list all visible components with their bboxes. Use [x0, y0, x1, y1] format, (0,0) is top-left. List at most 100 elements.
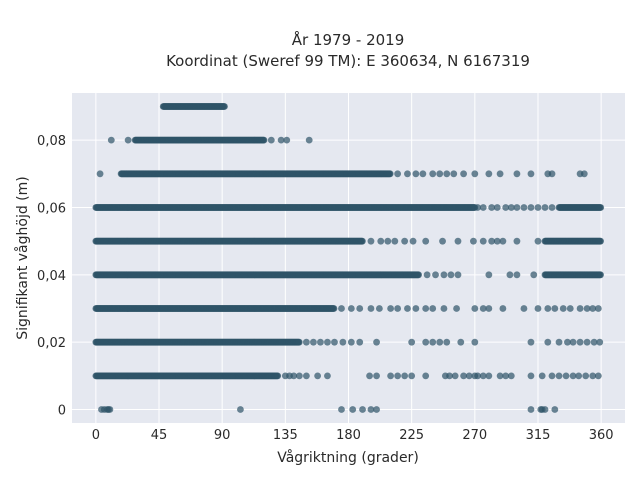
data-point: [569, 372, 577, 380]
x-tick-label: 225: [399, 428, 424, 443]
data-point: [576, 305, 584, 312]
data-point: [310, 338, 317, 346]
data-point: [237, 406, 244, 413]
data-point: [366, 372, 373, 380]
y-tick-label: 0,04: [37, 269, 66, 284]
data-point: [446, 372, 453, 380]
data-point: [419, 170, 427, 178]
chart-subtitle: Koordinat (Sweref 99 TM): E 360634, N 61…: [166, 52, 530, 70]
data-point: [507, 372, 515, 380]
data-point: [471, 338, 479, 346]
data-point: [513, 170, 521, 178]
chart-title: År 1979 - 2019: [292, 30, 405, 49]
data-point: [559, 305, 567, 312]
x-axis-ticks: 0 45 90 135 180 225 270 315 360: [92, 428, 614, 443]
y-tick-label: 0,06: [37, 201, 66, 216]
data-point: [597, 237, 604, 245]
data-point: [373, 372, 380, 380]
data-point: [356, 305, 364, 312]
data-point: [496, 372, 504, 380]
data-point: [582, 372, 590, 380]
data-point: [267, 136, 275, 144]
data-point: [527, 406, 535, 413]
x-tick-label: 360: [589, 428, 614, 443]
data-point: [548, 372, 556, 380]
x-tick-label: 0: [92, 428, 100, 443]
data-point: [474, 204, 482, 211]
data-point: [596, 338, 604, 346]
data-point: [580, 170, 588, 178]
data-point: [221, 103, 228, 110]
data-point: [527, 170, 535, 178]
data-point: [443, 338, 451, 346]
data-point: [339, 338, 347, 346]
data-point: [575, 372, 583, 380]
data-point: [513, 237, 521, 245]
data-point: [324, 338, 331, 346]
data-point: [260, 136, 268, 144]
data-point: [460, 372, 467, 380]
data-point: [454, 237, 462, 245]
data-point: [538, 372, 546, 380]
data-point: [422, 338, 430, 346]
data-point: [493, 204, 501, 211]
data-point: [506, 271, 514, 279]
data-point: [107, 136, 115, 144]
data-point: [548, 204, 556, 211]
data-point: [432, 271, 439, 279]
data-point: [373, 338, 380, 346]
data-point: [499, 305, 507, 312]
data-point: [551, 305, 559, 312]
data-point: [541, 204, 549, 211]
data-point: [583, 305, 591, 312]
data-point: [597, 204, 605, 211]
data-point: [485, 170, 493, 178]
data-point: [394, 305, 402, 312]
data-point: [493, 237, 501, 245]
data-point: [290, 372, 298, 380]
data-point: [429, 170, 437, 178]
data-point: [562, 372, 570, 380]
data-point: [387, 372, 395, 380]
data-point: [317, 338, 324, 346]
data-point: [470, 237, 477, 245]
data-point: [443, 170, 451, 178]
data-point: [488, 204, 496, 211]
data-point: [544, 305, 552, 312]
data-point: [124, 136, 132, 144]
data-point: [465, 372, 473, 380]
data-point: [527, 204, 535, 211]
data-point: [499, 237, 507, 245]
data-point: [555, 372, 563, 380]
data-point: [453, 305, 460, 312]
data-point: [324, 372, 331, 380]
data-point: [408, 338, 416, 346]
data-point: [457, 338, 465, 346]
data-point: [422, 237, 430, 245]
data-point: [454, 271, 462, 279]
data-point: [394, 170, 402, 178]
x-tick-label: 90: [214, 428, 231, 443]
data-points: [92, 103, 605, 413]
data-point: [429, 338, 437, 346]
data-point: [520, 204, 528, 211]
data-point: [440, 305, 448, 312]
data-point: [359, 406, 366, 413]
data-point: [485, 271, 493, 279]
data-point: [274, 372, 282, 380]
data-point: [358, 237, 366, 245]
y-axis-ticks: 0 0,02 0,04 0,06 0,08: [37, 134, 66, 418]
data-point: [295, 372, 303, 380]
data-point: [555, 338, 563, 346]
data-point: [590, 338, 598, 346]
data-point: [447, 271, 455, 279]
data-point: [450, 170, 458, 178]
data-point: [394, 372, 402, 380]
data-point: [277, 136, 285, 144]
data-point: [544, 338, 552, 346]
data-point: [485, 305, 493, 312]
data-point: [408, 372, 416, 380]
data-point: [305, 136, 313, 144]
data-point: [583, 338, 591, 346]
data-point: [502, 204, 510, 211]
